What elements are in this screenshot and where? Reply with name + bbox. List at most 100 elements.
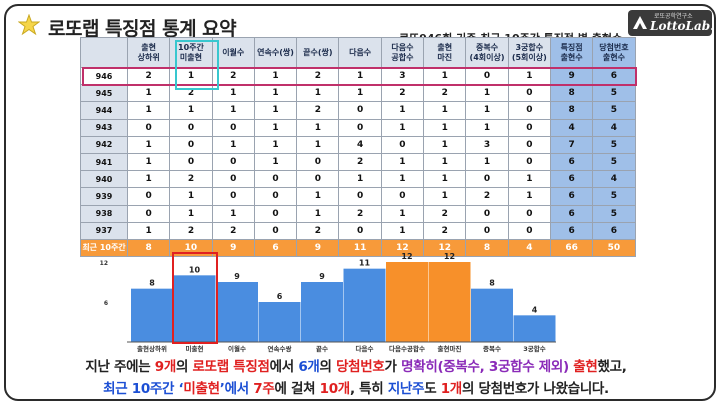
table-cell: 1: [423, 170, 467, 189]
table-row: 946 2 1 2 1 2 1 3 1 0 1 9 6: [80, 66, 636, 86]
round-label: 945: [80, 84, 128, 103]
table-cell: 2: [296, 66, 340, 86]
column-header: 특징점 출현수: [549, 37, 594, 68]
note-segment: 에 걸쳐: [274, 381, 320, 397]
table-cell: 8: [549, 101, 594, 120]
table-row: 942 1 0 1 1 1 4 0 1 3 0 7 5: [80, 135, 636, 154]
table-cell: 1: [423, 135, 467, 154]
round-label: 943: [80, 118, 128, 137]
page-title: 로또랩 특징점 통계 요약: [48, 18, 237, 40]
table-cell: 1: [169, 187, 213, 206]
table-header-row: 출현 상하위 10주간 미출현 이월수 연속수(쌍) 끝수(쌍) 다음수 다음수 공합수 출현 마진 중…: [80, 37, 636, 68]
note-segment: 의: [319, 359, 337, 375]
table-cell: 2: [338, 152, 382, 172]
table-cell: 0: [211, 152, 255, 172]
table-cell: 1: [423, 187, 467, 206]
table-cell: 12: [423, 238, 467, 258]
table-cell: 3: [380, 66, 425, 86]
table-cell: 2: [338, 204, 382, 223]
note-segment: 6개: [298, 359, 320, 375]
table-cell: 2: [380, 84, 425, 103]
table-cell: 1: [253, 152, 298, 172]
round-label: 942: [80, 135, 128, 154]
round-label: 944: [80, 101, 128, 120]
note-segment: 지난 주에는: [85, 359, 155, 375]
table-cell: 9: [549, 66, 594, 86]
column-header: 10주간 미출현: [169, 37, 213, 68]
table-cell: 5: [592, 101, 636, 120]
table-cell: 2: [465, 187, 509, 206]
note-segment: 출현: [573, 359, 598, 375]
round-label: 939: [80, 187, 128, 206]
table-cell: 9: [211, 238, 255, 258]
table-cell: 6: [549, 170, 594, 189]
column-header: 3궁합수 (5회이상): [507, 37, 551, 68]
column-header: 당첨번호 출현수: [592, 37, 636, 68]
table-cell: 1: [507, 66, 551, 86]
table-cell: 0: [507, 118, 551, 137]
mountain-icon: [633, 16, 647, 29]
table-cell: 5: [592, 84, 636, 103]
table-cell: 1: [507, 187, 551, 206]
table-cell: 0: [338, 118, 382, 137]
table-cell: 0: [465, 170, 509, 189]
note-segment: 도: [424, 381, 441, 397]
table-body: 946 2 1 2 1 2 1 3 1 0 1 9 6 945 1 2 1 1 1 1 2 2 1 0 8 5 944 1 1 1 1 2 0 1…: [80, 66, 636, 258]
note-segment: 가: [384, 359, 402, 375]
column-header: 출현 상하위: [126, 37, 171, 68]
table-cell: 0: [380, 187, 425, 206]
column-header: 끝수(쌍): [296, 37, 340, 68]
table-cell: 6: [549, 152, 594, 172]
table-cell: 0: [211, 187, 255, 206]
table-cell: 0: [126, 118, 171, 137]
column-header: 중복수 (4회이상): [465, 37, 509, 68]
table-cell: 0: [169, 135, 213, 154]
table-cell: 8: [549, 84, 594, 103]
table-cell: 6: [549, 204, 594, 223]
table-cell: 0: [465, 221, 509, 240]
table-cell: 1: [465, 101, 509, 120]
table-cell: 1: [380, 152, 425, 172]
table-cell: 1: [211, 204, 255, 223]
table-cell: 1: [380, 204, 425, 223]
table-cell: 0: [465, 66, 509, 86]
note-segment: , 특히: [349, 381, 388, 397]
note-segment: 10개: [319, 381, 351, 397]
stats-table: 출현 상하위 10주간 미출현 이월수 연속수(쌍) 끝수(쌍) 다음수 다음수 공합수 출현 마진 중…: [80, 37, 636, 258]
table-cell: 6: [549, 187, 594, 206]
summary-line-2: 최근 10주간 ‘미출현’에서 7주에 걸쳐 10개, 특히 지난주도 1개의 …: [0, 377, 712, 397]
column-header: 다음수 공합수: [380, 37, 425, 68]
table-cell: 11: [338, 238, 382, 258]
table-cell: 2: [423, 84, 467, 103]
table-cell: 0: [253, 170, 298, 189]
table-cell: 4: [507, 238, 551, 258]
table-cell: 2: [423, 204, 467, 223]
column-header: 연속수(쌍): [253, 37, 298, 68]
table-row: 938 0 1 1 0 1 2 1 2 0 0 6 5: [80, 204, 636, 223]
table-cell: 6: [549, 221, 594, 240]
round-label: 946: [80, 66, 128, 86]
table-cell: 1: [465, 152, 509, 172]
table-cell: 1: [380, 118, 425, 137]
table-cell: 1: [169, 66, 213, 86]
table-cell: 9: [296, 238, 340, 258]
table-cell: 2: [211, 221, 255, 240]
note-segment: 했고,: [597, 359, 627, 375]
table-cell: 0: [507, 84, 551, 103]
table-cell: 0: [465, 204, 509, 223]
table-cell: 1: [253, 118, 298, 137]
table-cell: 6: [253, 238, 298, 258]
table-cell: 1: [296, 187, 340, 206]
table-row: 943 0 0 0 1 1 0 1 1 1 0 4 4: [80, 118, 636, 137]
table-cell: 1: [338, 170, 382, 189]
table-cell: 1: [296, 204, 340, 223]
table-cell: 4: [338, 135, 382, 154]
round-label: 937: [80, 221, 128, 240]
table-cell: 2: [296, 221, 340, 240]
note-segment: 명확히(중복수, 3궁합수 제외): [401, 359, 569, 375]
table-cell: 0: [253, 221, 298, 240]
table-cell: 0: [507, 135, 551, 154]
table-row: 940 1 2 0 0 0 1 1 1 0 1 6 4: [80, 170, 636, 189]
table-cell: 8: [465, 238, 509, 258]
table-cell: 50: [592, 238, 636, 258]
